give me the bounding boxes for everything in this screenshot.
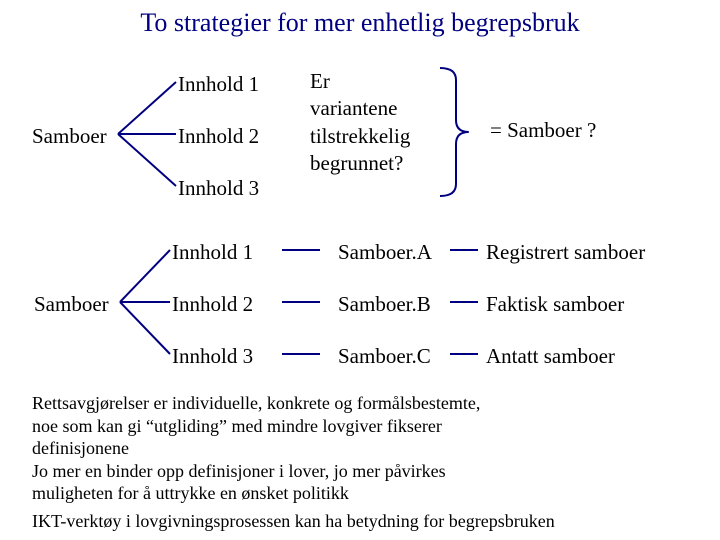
diagram-lines xyxy=(0,0,720,540)
